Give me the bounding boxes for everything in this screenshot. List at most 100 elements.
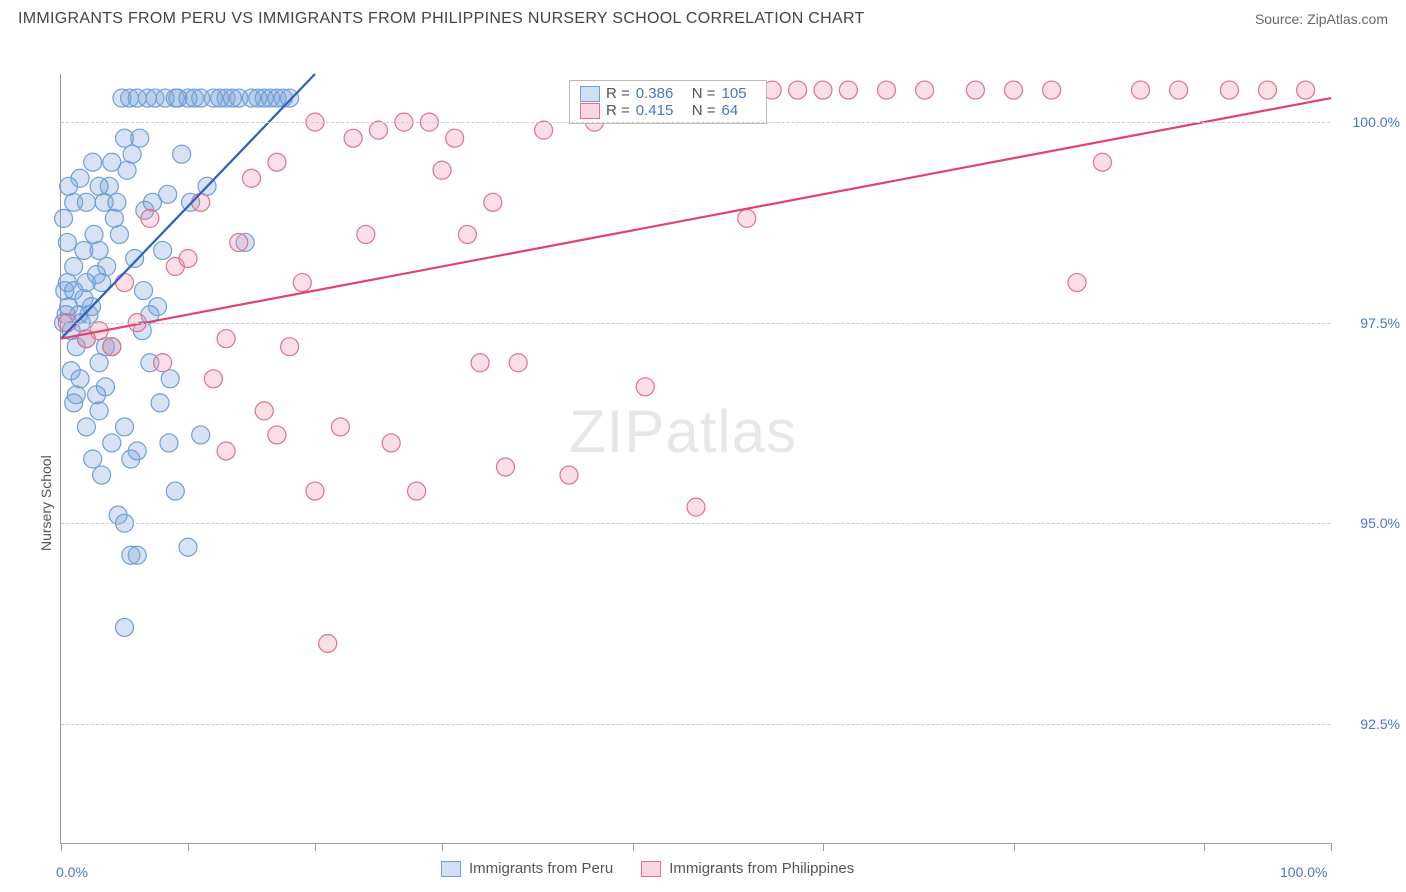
data-point [128, 546, 146, 564]
data-point [268, 153, 286, 171]
data-point [77, 418, 95, 436]
data-point [839, 81, 857, 99]
legend-swatch [641, 861, 661, 877]
data-point [408, 482, 426, 500]
legend-swatch [580, 103, 600, 119]
data-point [84, 450, 102, 468]
data-point [331, 418, 349, 436]
data-point [103, 338, 121, 356]
data-point [230, 233, 248, 251]
data-point [58, 233, 76, 251]
x-tick [315, 843, 316, 851]
gridline [61, 323, 1330, 324]
legend-swatch [580, 86, 600, 102]
legend-n-value: 64 [722, 102, 756, 119]
data-point [1068, 274, 1086, 292]
data-point [1297, 81, 1315, 99]
data-point [135, 282, 153, 300]
y-tick-label: 92.5% [1340, 716, 1400, 732]
y-axis-label: Nursery School [38, 456, 54, 552]
legend-row: R = 0.415 N = 64 [580, 102, 756, 119]
x-tick [1014, 843, 1015, 851]
data-point [55, 209, 73, 227]
data-point [636, 378, 654, 396]
data-point [98, 258, 116, 276]
data-point [471, 354, 489, 372]
data-point [141, 209, 159, 227]
legend-r-value: 0.386 [636, 85, 686, 102]
legend-item: Immigrants from Philippines [641, 860, 854, 877]
correlation-legend: R =0.386N =105R = 0.415 N = 64 [569, 80, 767, 124]
scatter-svg [61, 74, 1331, 844]
data-point [281, 338, 299, 356]
series-legend: Immigrants from Peru Immigrants from Phil… [441, 860, 854, 877]
gridline [61, 122, 1330, 123]
data-point [173, 145, 191, 163]
gridline [61, 724, 1330, 725]
data-point [255, 402, 273, 420]
data-point [128, 442, 146, 460]
data-point [814, 81, 832, 99]
chart-title: IMMIGRANTS FROM PERU VS IMMIGRANTS FROM … [18, 10, 865, 28]
legend-n-label: N = [692, 102, 716, 119]
data-point [118, 161, 136, 179]
data-point [116, 274, 134, 292]
data-point [1259, 81, 1277, 99]
data-point [103, 434, 121, 452]
data-point [62, 362, 80, 380]
data-point [789, 81, 807, 99]
data-point [85, 225, 103, 243]
data-point [1093, 153, 1111, 171]
data-point [65, 258, 83, 276]
plot-region: ZIPatlas R =0.386N =105R =0.415N =64 92.… [60, 74, 1330, 844]
x-tick [61, 843, 62, 851]
legend-r-label: R = [606, 102, 630, 119]
data-point [161, 370, 179, 388]
data-point [65, 282, 83, 300]
source-label: Source: ZipAtlas.com [1255, 11, 1388, 27]
data-point [370, 121, 388, 139]
data-point [116, 618, 134, 636]
data-point [458, 225, 476, 243]
data-point [344, 129, 362, 147]
data-point [131, 129, 149, 147]
data-point [1043, 81, 1061, 99]
data-point [88, 386, 106, 404]
data-point [293, 274, 311, 292]
data-point [738, 209, 756, 227]
data-point [123, 145, 141, 163]
data-point [60, 177, 78, 195]
x-axis-min-label: 0.0% [56, 864, 88, 880]
data-point [116, 418, 134, 436]
data-point [446, 129, 464, 147]
data-point [160, 434, 178, 452]
legend-swatch [441, 861, 461, 877]
x-tick [823, 843, 824, 851]
data-point [93, 466, 111, 484]
data-point [77, 193, 95, 211]
y-tick-label: 95.0% [1340, 515, 1400, 531]
data-point [916, 81, 934, 99]
data-point [497, 458, 515, 476]
data-point [382, 434, 400, 452]
y-tick-label: 100.0% [1340, 114, 1400, 130]
data-point [560, 466, 578, 484]
data-point [84, 153, 102, 171]
gridline [61, 523, 1330, 524]
data-point [108, 193, 126, 211]
data-point [433, 161, 451, 179]
data-point [217, 330, 235, 348]
data-point [179, 249, 197, 267]
data-point [535, 121, 553, 139]
data-point [268, 426, 286, 444]
x-tick [1331, 843, 1332, 851]
legend-r-value: 0.415 [636, 102, 686, 119]
data-point [306, 482, 324, 500]
data-point [1220, 81, 1238, 99]
legend-item: Immigrants from Peru [441, 860, 613, 877]
data-point [357, 225, 375, 243]
data-point [67, 386, 85, 404]
data-point [159, 185, 177, 203]
data-point [281, 89, 299, 107]
legend-row: R =0.386N =105 [580, 85, 756, 102]
